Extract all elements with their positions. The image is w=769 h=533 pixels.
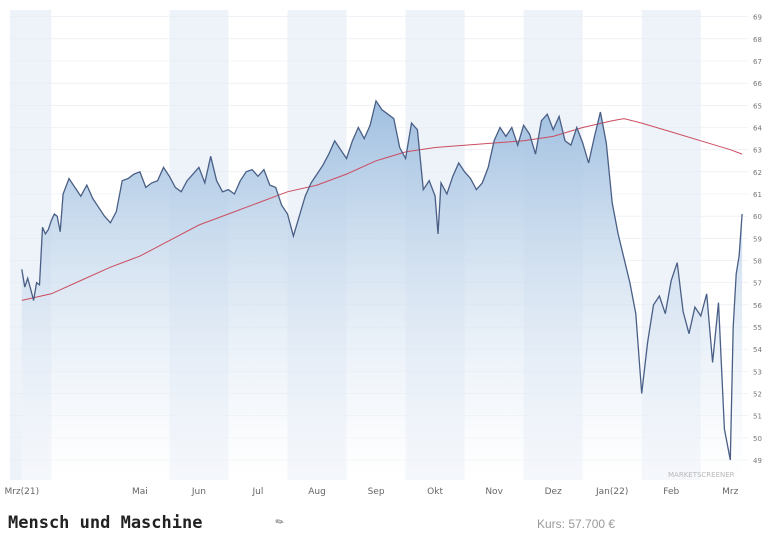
x-tick-label: Jun [191, 487, 206, 497]
y-tick-label: 67 [753, 58, 762, 66]
x-tick-label: Sep [368, 487, 385, 497]
stock-title[interactable]: Mensch und Maschine [8, 513, 203, 533]
y-tick-label: 51 [753, 413, 762, 421]
watermark-text: MARKETSCREENER [668, 471, 735, 479]
y-tick-label: 52 [753, 391, 762, 399]
y-tick-label: 57 [753, 280, 762, 288]
y-axis-ticks: 69 68 67 66 65 64 63 62 61 60 59 58 57 56 55 54 53 52 51 50… [753, 14, 762, 465]
x-tick-label: Dez [545, 487, 562, 497]
y-tick-label: 53 [753, 368, 762, 376]
y-tick-label: 64 [753, 125, 762, 133]
y-tick-label: 63 [753, 147, 762, 155]
y-tick-label: 69 [753, 14, 762, 22]
x-tick-label: Nov [485, 487, 503, 497]
y-tick-label: 58 [753, 258, 762, 266]
x-tick-label: Mrz [722, 487, 738, 497]
y-tick-label: 50 [753, 435, 762, 443]
y-tick-label: 59 [753, 235, 762, 243]
stock-chart: Mrz(21) Mai Jun Jul Aug Sep Okt Nov Dez Jan(22) Fe… [4, 10, 762, 497]
y-tick-label: 49 [753, 457, 762, 465]
y-tick-label: 56 [753, 302, 762, 310]
x-tick-label: Mai [132, 487, 148, 497]
y-tick-label: 66 [753, 80, 762, 88]
y-tick-label: 62 [753, 169, 762, 177]
pin-icon[interactable]: ✎ [273, 515, 287, 530]
x-tick-label: Jul [252, 487, 264, 497]
y-tick-label: 55 [753, 324, 762, 332]
x-tick-label: Okt [427, 487, 443, 497]
y-tick-label: 61 [753, 191, 762, 199]
moving-average-line [21, 118, 743, 301]
x-tick-label: Jan(22) [595, 487, 628, 497]
y-tick-label: 60 [753, 213, 762, 221]
y-tick-label: 54 [753, 346, 762, 354]
price-label: Kurs: 57.700 € [537, 517, 616, 531]
footer-bar: Mensch und Maschine ✎ Kurs: 57.700 € [0, 505, 769, 533]
x-axis-ticks: Mrz(21) Mai Jun Jul Aug Sep Okt Nov Dez Jan(22) Fe… [4, 487, 738, 497]
y-tick-label: 65 [753, 102, 762, 110]
x-tick-label: Mrz(21) [4, 487, 39, 497]
price-area-fill [21, 100, 743, 481]
x-tick-label: Aug [308, 487, 326, 497]
price-line [21, 99, 743, 461]
x-tick-label: Feb [663, 487, 679, 497]
y-tick-label: 68 [753, 36, 762, 44]
